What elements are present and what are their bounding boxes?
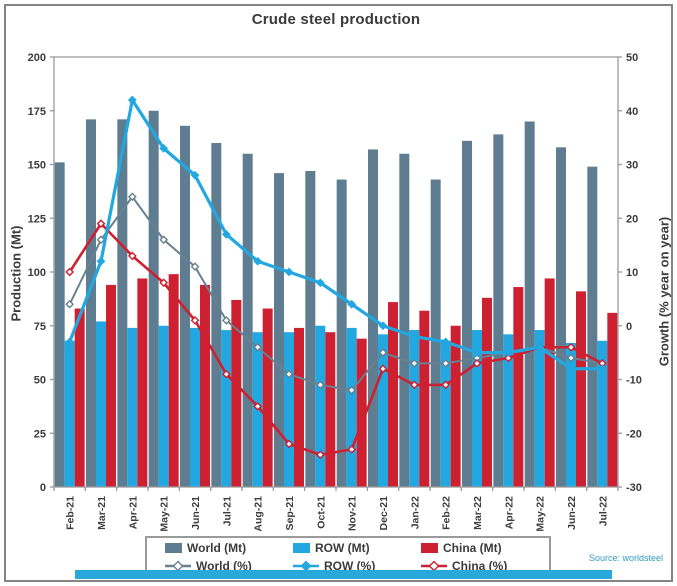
svg-text:Jun-21: Jun-21 (190, 496, 202, 530)
chart-title: Crude steel production (251, 11, 421, 28)
svg-text:Oct-21: Oct-21 (315, 496, 327, 529)
right-axis-title: Growth (% year on year) (656, 216, 672, 367)
svg-text:175: 175 (28, 106, 46, 118)
svg-text:0: 0 (626, 321, 632, 333)
svg-text:Jan-22: Jan-22 (409, 496, 421, 529)
legend-swatch-world-bar (165, 543, 182, 554)
svg-text:0: 0 (40, 482, 46, 494)
legend-label-world-mt: World (Mt) (187, 541, 247, 556)
svg-text:10: 10 (626, 267, 638, 279)
svg-text:-20: -20 (626, 428, 642, 440)
legend-label-china-pct: China (%) (452, 558, 508, 573)
svg-text:-30: -30 (626, 482, 642, 494)
svg-text:Feb-22: Feb-22 (441, 496, 453, 530)
svg-text:Apr-22: Apr-22 (503, 496, 515, 529)
left-axis-title: Production (Mt) (8, 225, 24, 322)
legend-row-bars: World (Mt) ROW (Mt) China (Mt) (147, 541, 549, 555)
legend-swatch-china-bar (421, 543, 438, 554)
svg-text:-10: -10 (626, 375, 642, 387)
svg-text:Apr-21: Apr-21 (127, 496, 139, 529)
legend-item-row-mt: ROW (Mt) (293, 541, 403, 555)
svg-text:Dec-21: Dec-21 (378, 496, 390, 531)
bottom-accent-strip (75, 570, 612, 579)
svg-text:Jul-22: Jul-22 (597, 496, 609, 527)
source-note: Source: worldsteel (589, 553, 664, 563)
svg-text:Feb-21: Feb-21 (65, 496, 77, 530)
svg-text:25: 25 (34, 428, 46, 440)
svg-text:Aug-21: Aug-21 (253, 496, 265, 532)
svg-text:Nov-21: Nov-21 (347, 496, 359, 531)
svg-text:125: 125 (28, 213, 46, 225)
legend-item-world-pct: World (%) (165, 559, 275, 573)
svg-text:30: 30 (626, 160, 638, 172)
svg-text:May-21: May-21 (159, 496, 171, 532)
svg-text:75: 75 (34, 321, 46, 333)
legend-item-world-mt: World (Mt) (165, 541, 275, 555)
svg-text:Mar-22: Mar-22 (472, 496, 484, 530)
svg-text:50: 50 (34, 375, 46, 387)
svg-text:100: 100 (28, 267, 46, 279)
svg-text:20: 20 (626, 213, 638, 225)
legend-item-china-mt: China (Mt) (421, 541, 531, 555)
legend-label-world-pct: World (%) (196, 558, 252, 573)
svg-text:200: 200 (28, 52, 46, 64)
legend-label-row-mt: ROW (Mt) (315, 541, 370, 556)
svg-text:40: 40 (626, 106, 638, 118)
svg-text:Mar-21: Mar-21 (96, 496, 108, 530)
svg-text:Jun-22: Jun-22 (566, 496, 578, 530)
svg-text:Jul-21: Jul-21 (221, 496, 233, 527)
svg-text:May-22: May-22 (535, 496, 547, 532)
svg-text:Sep-21: Sep-21 (284, 496, 296, 531)
svg-text:50: 50 (626, 52, 638, 64)
legend-swatch-row-bar (293, 543, 310, 554)
svg-text:150: 150 (28, 160, 46, 172)
legend-label-china-mt: China (Mt) (443, 541, 502, 556)
legend-label-row-pct: ROW (%) (324, 558, 376, 573)
